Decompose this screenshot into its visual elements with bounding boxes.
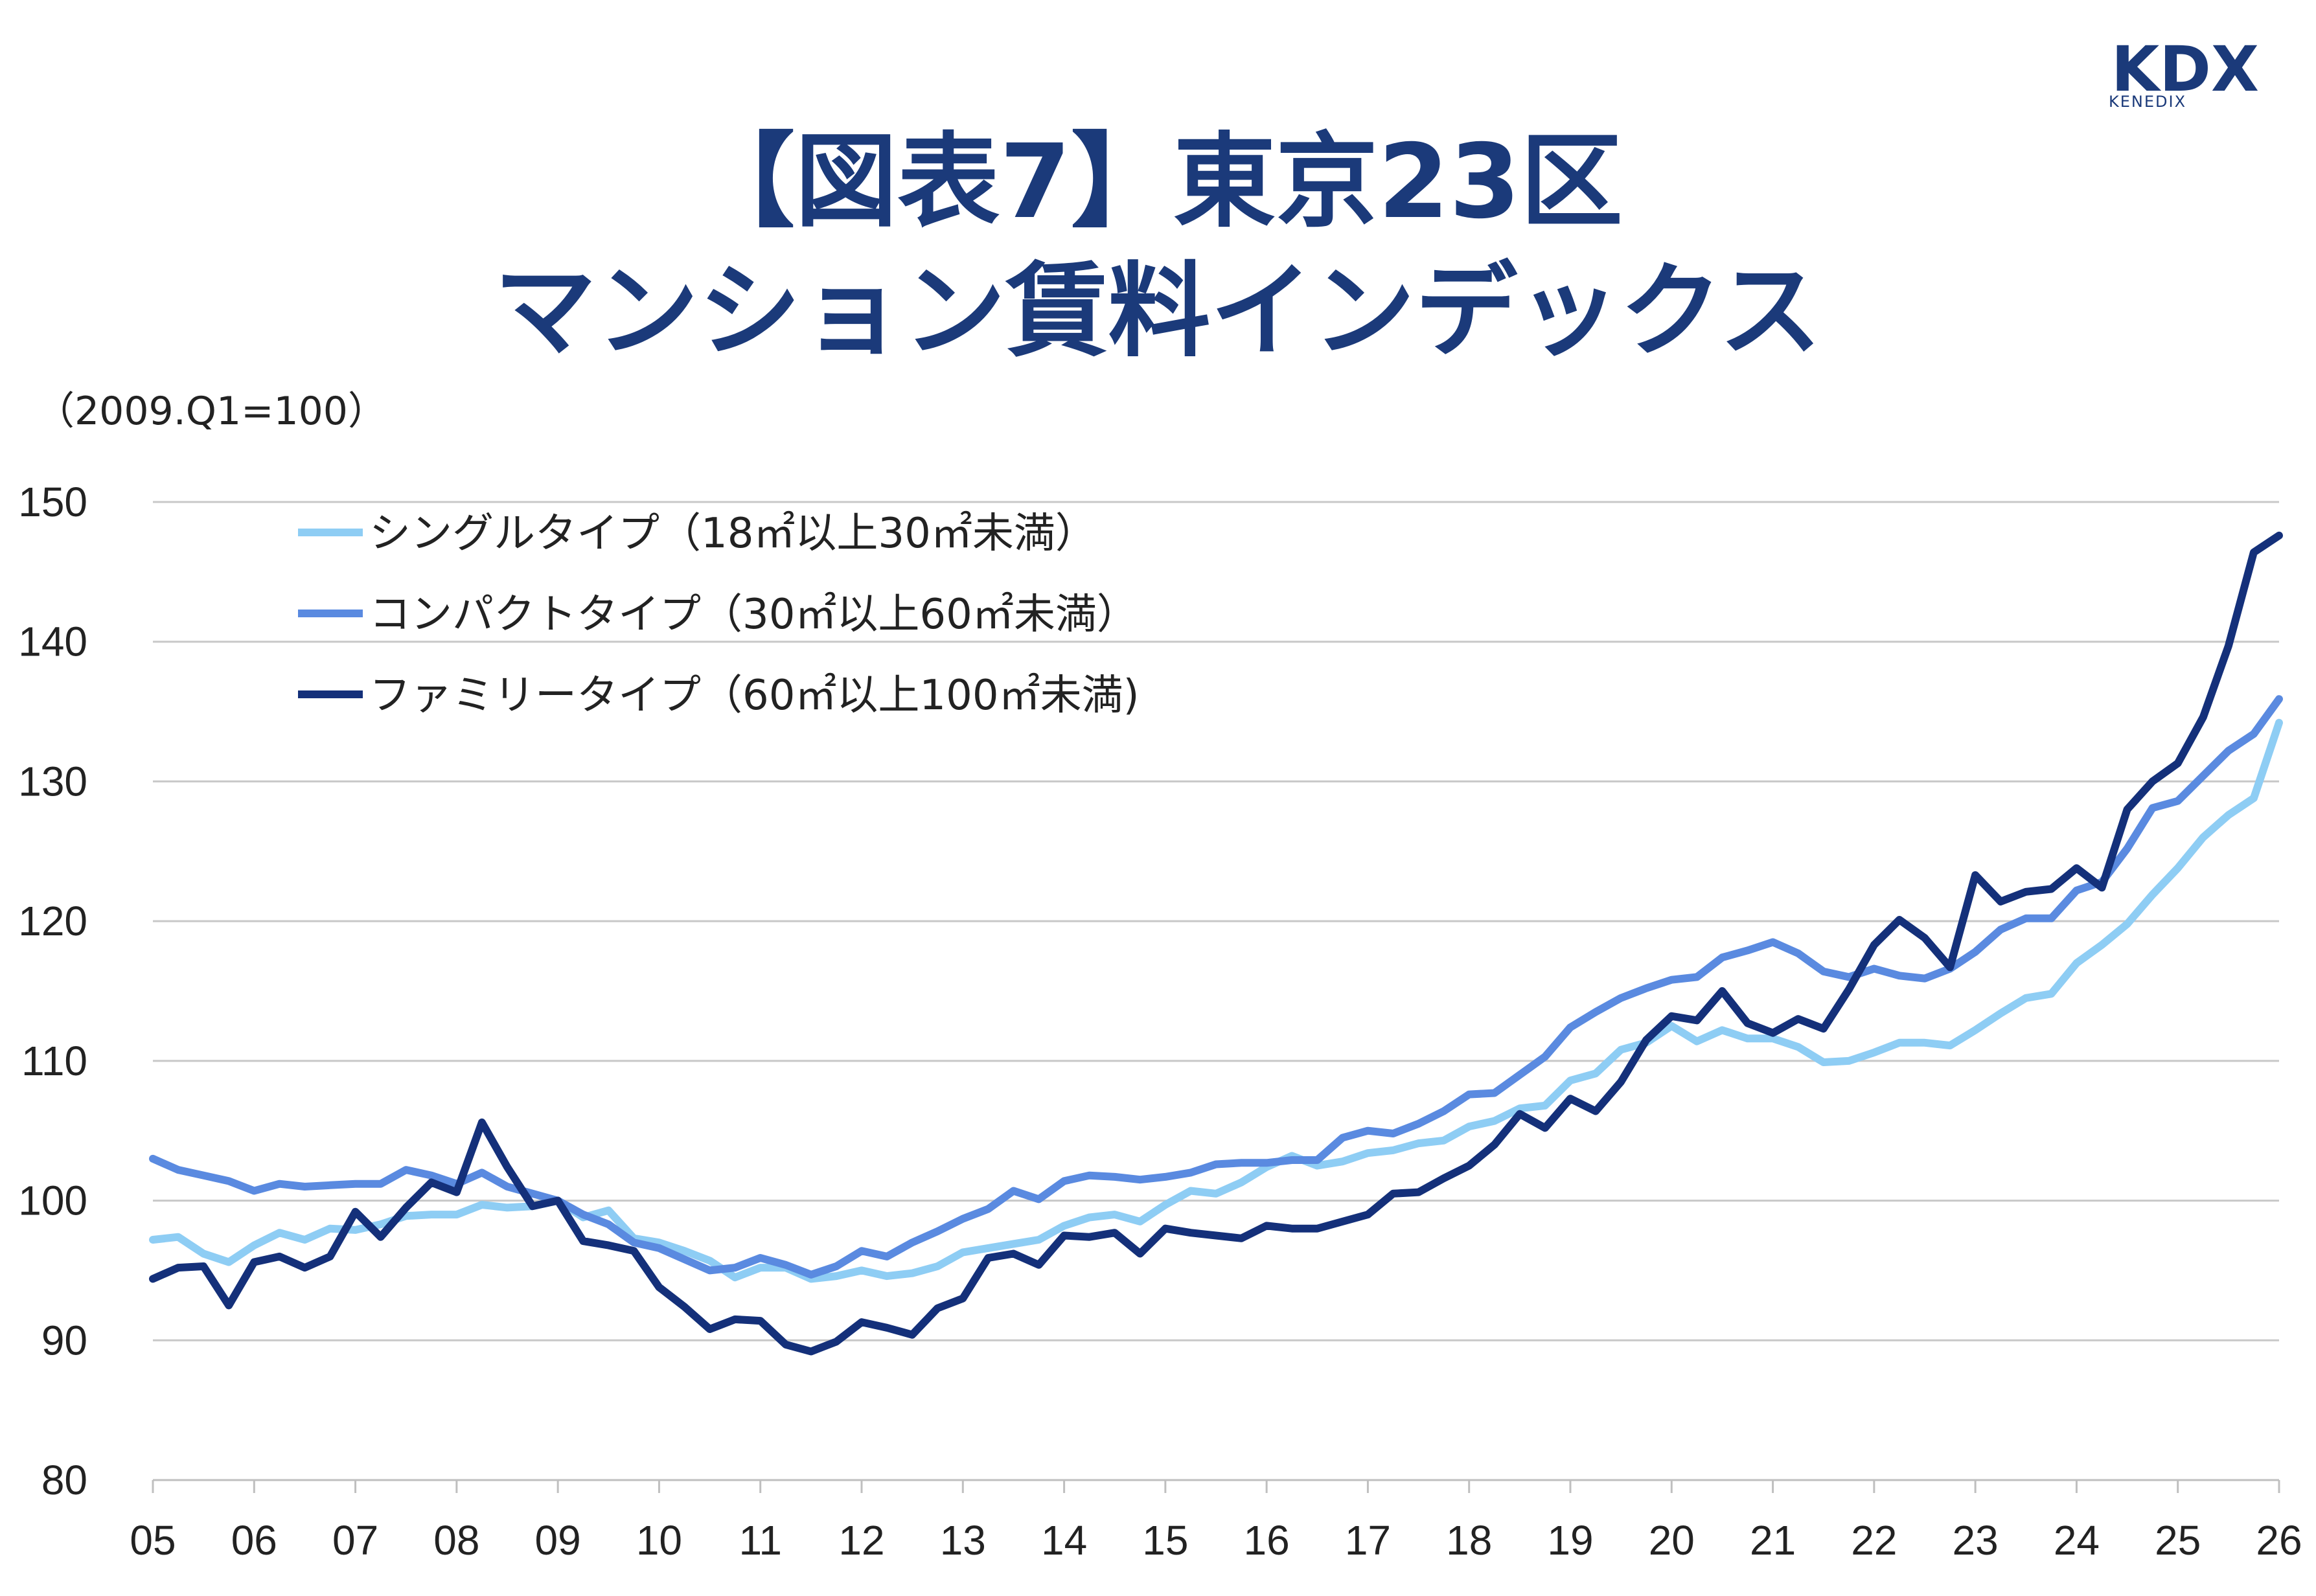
- x-tick-label: 09: [535, 1517, 581, 1564]
- x-tick-label: 22: [1851, 1517, 1897, 1564]
- y-tick-label: 100: [18, 1178, 87, 1224]
- y-tick-label: 130: [18, 758, 87, 804]
- series-line-compact: [149, 695, 2283, 1279]
- chart-title-line2: マンション賃料インデックス: [494, 252, 1821, 371]
- x-tick-label: 26: [2256, 1517, 2302, 1564]
- kdx-logo: KDX KENEDIX: [2109, 33, 2259, 111]
- x-tick-label: 08: [433, 1517, 479, 1564]
- logo-main-text: KDX: [2111, 33, 2259, 106]
- legend-item-compact: コンパクトタイプ（30㎡以上60㎡未満）: [298, 591, 1138, 639]
- x-tick-label: 14: [1041, 1517, 1087, 1564]
- chart-title-line1: 【図表7】東京23区: [693, 122, 1623, 242]
- legend-label-single: シングルタイプ（18㎡以上30㎡未満）: [369, 510, 1097, 558]
- x-tick-label: 21: [1750, 1517, 1796, 1564]
- y-tick-label: 90: [41, 1317, 87, 1363]
- legend-label-family: ファミリータイプ（60㎡以上100㎡未満): [369, 672, 1140, 720]
- legend: シングルタイプ（18㎡以上30㎡未満） コンパクトタイプ（30㎡以上60㎡未満）…: [298, 510, 1140, 720]
- series-line-single: [149, 718, 2283, 1283]
- x-tick-label: 07: [332, 1517, 378, 1564]
- x-axis-ticks: 05 06 07 08 09 10 11 12 13 14 15 16 17 18 19 20 21 22 23 24…: [130, 1480, 2302, 1564]
- x-tick-label: 05: [130, 1517, 176, 1564]
- series-lines: [149, 531, 2283, 1356]
- x-tick-label: 24: [2054, 1517, 2100, 1564]
- x-tick-label: 13: [940, 1517, 986, 1564]
- x-tick-label: 12: [838, 1517, 884, 1564]
- legend-item-single: シングルタイプ（18㎡以上30㎡未満）: [298, 510, 1097, 558]
- x-tick-label: 20: [1649, 1517, 1695, 1564]
- y-tick-label: 110: [21, 1038, 87, 1084]
- y-tick-label: 150: [18, 479, 87, 525]
- x-tick-label: 06: [231, 1517, 277, 1564]
- x-tick-label: 23: [1953, 1517, 1999, 1564]
- gridlines: [153, 501, 2279, 1341]
- legend-item-family: ファミリータイプ（60㎡以上100㎡未満): [298, 672, 1140, 720]
- x-tick-label: 10: [636, 1517, 682, 1564]
- x-tick-label: 11: [739, 1517, 781, 1564]
- legend-label-compact: コンパクトタイプ（30㎡以上60㎡未満）: [369, 591, 1138, 639]
- x-tick-label: 19: [1547, 1517, 1593, 1564]
- series-line-family: [149, 531, 2283, 1356]
- y-axis-ticks: 80 90 100 110 120 130 140 150: [18, 479, 87, 1503]
- x-tick-label: 16: [1244, 1517, 1290, 1564]
- y-tick-label: 120: [18, 898, 87, 944]
- y-tick-label: 80: [41, 1457, 87, 1503]
- x-tick-label: 25: [2155, 1517, 2201, 1564]
- x-tick-label: 17: [1345, 1517, 1391, 1564]
- y-tick-label: 140: [18, 619, 87, 665]
- logo-sub-text: KENEDIX: [2109, 93, 2186, 111]
- unit-note: （2009.Q1=100）: [36, 389, 387, 434]
- x-tick-label: 18: [1446, 1517, 1492, 1564]
- x-tick-label: 15: [1142, 1517, 1188, 1564]
